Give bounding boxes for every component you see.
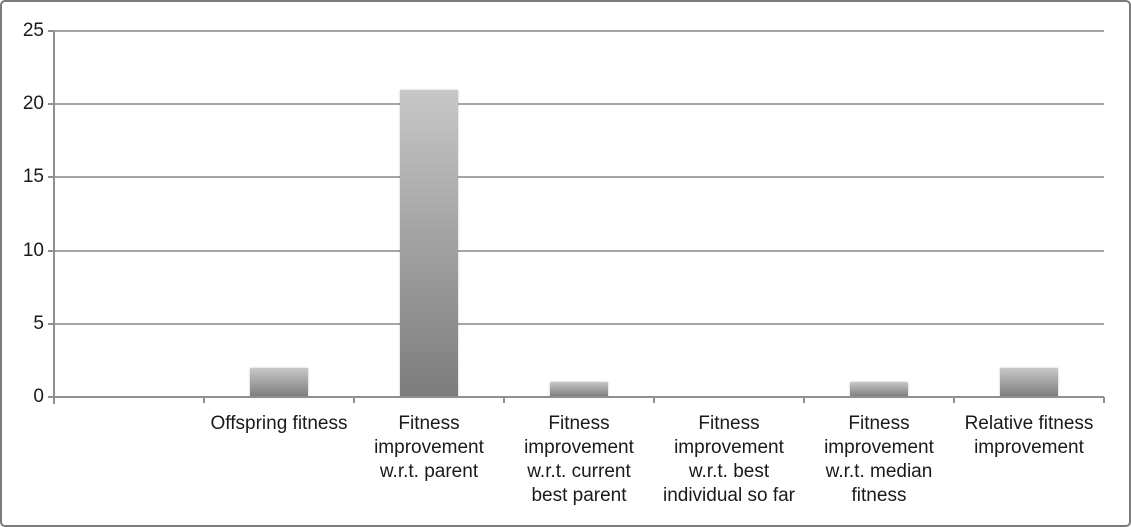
x-axis-tick-2 <box>353 397 355 403</box>
x-axis-line <box>54 396 1104 398</box>
gridline-y-10 <box>54 249 1104 252</box>
y-axis-tick-5 <box>48 322 54 325</box>
category-label-3: Fitness improvement w.r.t. current best … <box>524 413 634 506</box>
y-axis-tick-10 <box>48 249 54 252</box>
y-axis-tick-20 <box>48 103 54 106</box>
y-tick-label-15: 15 <box>22 166 44 188</box>
x-axis-tick-5 <box>803 397 805 403</box>
x-axis-tick-7 <box>1103 397 1105 403</box>
y-axis-tick-15 <box>48 176 54 179</box>
y-axis-tick-25 <box>48 30 54 32</box>
gridline-y-15 <box>54 176 1104 179</box>
gridline-y-20 <box>54 103 1104 106</box>
category-label-6: Relative fitness improvement <box>964 413 1094 458</box>
x-axis-tick-6 <box>953 397 955 403</box>
gridline-y-5 <box>54 322 1104 325</box>
bar-2 <box>400 89 458 397</box>
gridline-y-25 <box>54 30 1104 32</box>
y-tick-label-10: 10 <box>22 239 44 261</box>
bar-3 <box>550 382 608 397</box>
x-axis-tick-1 <box>203 397 205 403</box>
bar-5 <box>850 382 908 397</box>
y-axis-tick-0 <box>48 396 54 398</box>
category-label-5: Fitness improvement w.r.t. median fitnes… <box>824 413 934 506</box>
bar-1 <box>250 367 308 397</box>
y-tick-label-25: 25 <box>22 20 44 41</box>
category-label-4: Fitness improvement w.r.t. best individu… <box>662 413 796 506</box>
y-tick-label-20: 20 <box>22 93 44 115</box>
x-axis-tick-3 <box>503 397 505 403</box>
bar-6 <box>1000 367 1058 397</box>
y-axis-line <box>53 31 55 404</box>
category-label-2: Fitness improvement w.r.t. parent <box>374 413 484 482</box>
x-axis-tick-4 <box>653 397 655 403</box>
y-tick-label-5: 5 <box>33 312 44 334</box>
y-tick-label-0: 0 <box>33 386 44 407</box>
category-label-1: Offspring fitness <box>210 413 348 434</box>
